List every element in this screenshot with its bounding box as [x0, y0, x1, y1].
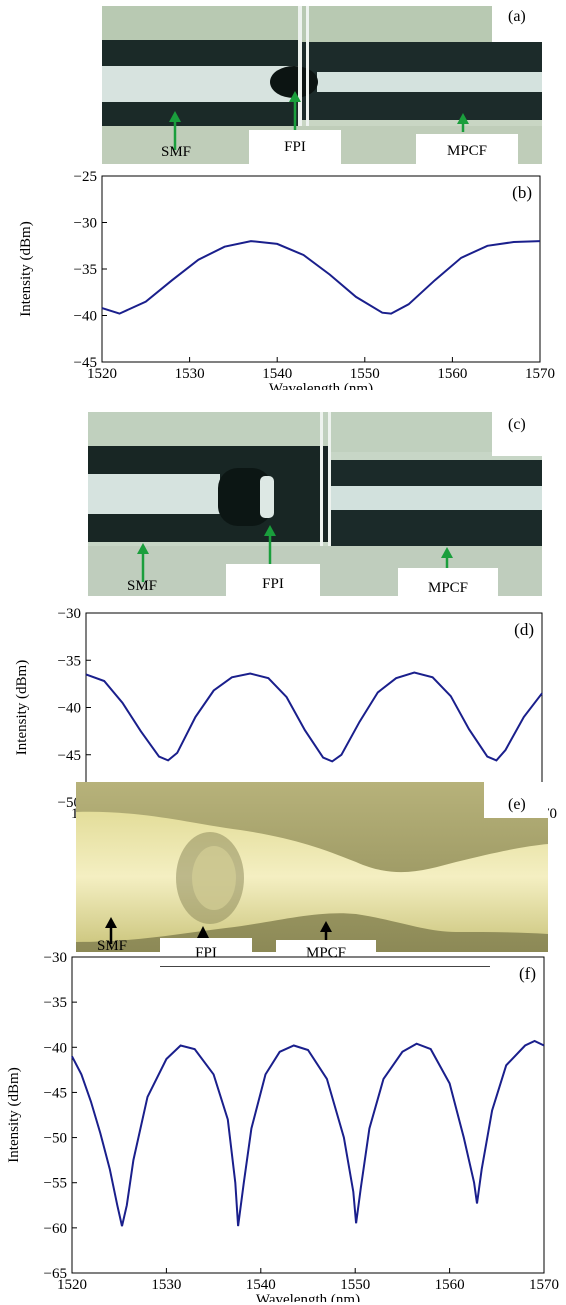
- micrograph-e: [76, 782, 548, 952]
- chart-b-xtick-label: 1560: [437, 366, 467, 382]
- chart-f-xtick-label: 1530: [151, 1277, 181, 1293]
- chart-d-plot-frame: [85, 612, 543, 803]
- chart-d-panel-label: (d): [514, 620, 534, 639]
- chart-b-ytick-label: −30: [74, 216, 97, 232]
- arrow-mpcf-c-icon: [441, 547, 453, 570]
- micrograph-e-image: [76, 782, 548, 952]
- label-smf-a: SMF: [160, 144, 192, 160]
- chart-f-panel-label: (f): [519, 964, 536, 983]
- chart-b-ytick-label: −35: [74, 262, 97, 278]
- panel-label-e: (e): [508, 796, 526, 813]
- chart-f-xtick-label: 1570: [529, 1277, 559, 1293]
- arrow-smf-a-icon: [169, 111, 181, 150]
- label-fpi-e: FPI: [160, 938, 252, 966]
- chart-b-xtick-label: 1540: [262, 366, 292, 382]
- chart-d-series-line: [85, 671, 543, 763]
- chart-f-ytick-label: −40: [44, 1040, 67, 1056]
- chart-f-ytick-label: −30: [44, 952, 67, 966]
- chart-b-ylabel: Intensity (dBm): [18, 221, 34, 316]
- chart-b-xtick-label: 1570: [525, 366, 555, 382]
- label-mpcf-a: MPCF: [416, 134, 518, 164]
- chart-b-xtick-label: 1530: [175, 366, 205, 382]
- chart-b-panel-label: (b): [512, 183, 532, 202]
- chart-b-xlabel: Wavelength (nm): [269, 381, 373, 390]
- arrow-fpi-c-icon: [264, 525, 276, 564]
- chart-b-xtick-label: 1550: [350, 366, 380, 382]
- chart-f-ytick-label: −60: [44, 1221, 67, 1237]
- chart-f-xtick-label: 1520: [57, 1277, 87, 1293]
- chart-d-ytick-label: −40: [58, 701, 81, 717]
- arrow-mpcf-a-icon: [457, 113, 469, 132]
- chart-b-series-line: [101, 240, 541, 315]
- chart-f-plot-frame: [71, 956, 545, 1274]
- label-smf-c: SMF: [126, 578, 158, 594]
- panel-label-c: (c): [508, 416, 526, 433]
- label-fpi-c: FPI: [226, 564, 320, 600]
- chart-d-ytick-label: −45: [58, 748, 81, 764]
- arrow-smf-e-icon: [105, 917, 117, 944]
- chart-b-ytick-label: −25: [74, 169, 97, 185]
- arrow-fpi-e-icon: [197, 926, 209, 938]
- arrow-fpi-a-icon: [289, 91, 301, 132]
- chart-f-xtick-label: 1550: [340, 1277, 370, 1293]
- chart-d-ylabel: Intensity (dBm): [14, 660, 30, 755]
- chart-b-xtick-label: 1520: [87, 366, 117, 382]
- chart-f-ytick-label: −50: [44, 1131, 67, 1147]
- panel-label-a: (a): [508, 8, 526, 25]
- divider-e: [160, 966, 490, 967]
- chart-f-ytick-label: −55: [44, 1176, 67, 1192]
- label-mpcf-c: MPCF: [398, 568, 498, 602]
- chart-b: 1520 1530 1540 1550 1560 1570 −25 −30 −35 −40 −45 W…: [18, 169, 555, 390]
- chart-f-ylabel: Intensity (dBm): [6, 1067, 22, 1162]
- chart-f-ytick-label: −45: [44, 1085, 67, 1101]
- chart-b-ytick-label: −40: [74, 309, 97, 325]
- chart-f-ytick-label: −65: [44, 1266, 67, 1282]
- chart-f-xtick-label: 1560: [435, 1277, 465, 1293]
- chart-f: 1520 1530 1540 1550 1560 1570 −30 −35 −40 −45 −50 −…: [6, 952, 559, 1302]
- chart-f-series-line: [71, 1039, 545, 1227]
- chart-d-ytick-label: −35: [58, 653, 81, 669]
- chart-b-ytick-label: −45: [74, 355, 97, 371]
- arrow-smf-c-icon: [137, 543, 149, 582]
- chart-f-ytick-label: −35: [44, 995, 67, 1011]
- chart-d-ytick-label: −30: [58, 606, 81, 622]
- chart-f-xlabel: Wavelength (nm): [256, 1292, 360, 1302]
- label-smf-e: SMF: [96, 938, 128, 954]
- label-fpi-a: FPI: [249, 130, 341, 164]
- chart-f-xtick-label: 1540: [246, 1277, 276, 1293]
- chart-d-ytick-label: −50: [58, 795, 81, 811]
